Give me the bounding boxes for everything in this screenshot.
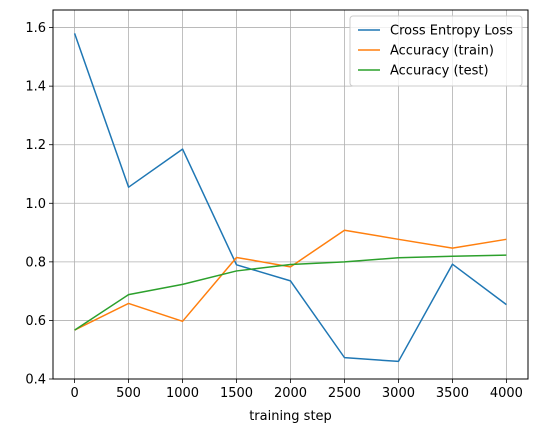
series-line-accuracy-test: [74, 254, 507, 331]
x-tick-label: 1500: [220, 386, 253, 401]
x-tick-label: 0: [70, 386, 78, 401]
y-tick-label: 1.0: [25, 197, 46, 212]
legend-box: [349, 15, 523, 87]
series-line-accuracy-train: [74, 229, 507, 331]
y-axis-ticks: 0.4 0.6 0.8 1.0 1.2 1.4 1.6: [25, 21, 53, 388]
x-tick-label: 2000: [274, 386, 307, 401]
series-line-cross-entropy-loss: [73, 33, 507, 363]
x-axis-ticks: 0 500 1000 1500 2000 2500 3000 3500 4000: [70, 379, 523, 401]
x-tick-label: 1000: [166, 386, 199, 401]
legend-label: Cross Entropy Loss: [390, 24, 513, 39]
y-tick-label: 1.4: [25, 80, 46, 95]
y-tick-label: 1.6: [25, 21, 46, 36]
x-tick-label: 500: [116, 386, 141, 401]
y-tick-label: 1.2: [25, 138, 46, 153]
x-tick-label: 4000: [490, 386, 523, 401]
x-axis-label: training step: [249, 409, 332, 424]
y-tick-label: 0.6: [25, 314, 46, 329]
series-lines: [73, 33, 507, 363]
legend-label: Accuracy (train): [390, 44, 494, 59]
y-tick-label: 0.4: [25, 373, 46, 388]
legend: Cross Entropy Loss Accuracy (train) Accura…: [349, 15, 523, 87]
x-tick-label: 3000: [382, 386, 415, 401]
legend-label: Accuracy (test): [390, 64, 489, 79]
grid: [53, 10, 528, 380]
y-tick-label: 0.8: [25, 255, 46, 270]
x-tick-label: 2500: [328, 386, 361, 401]
x-tick-label: 3500: [436, 386, 469, 401]
